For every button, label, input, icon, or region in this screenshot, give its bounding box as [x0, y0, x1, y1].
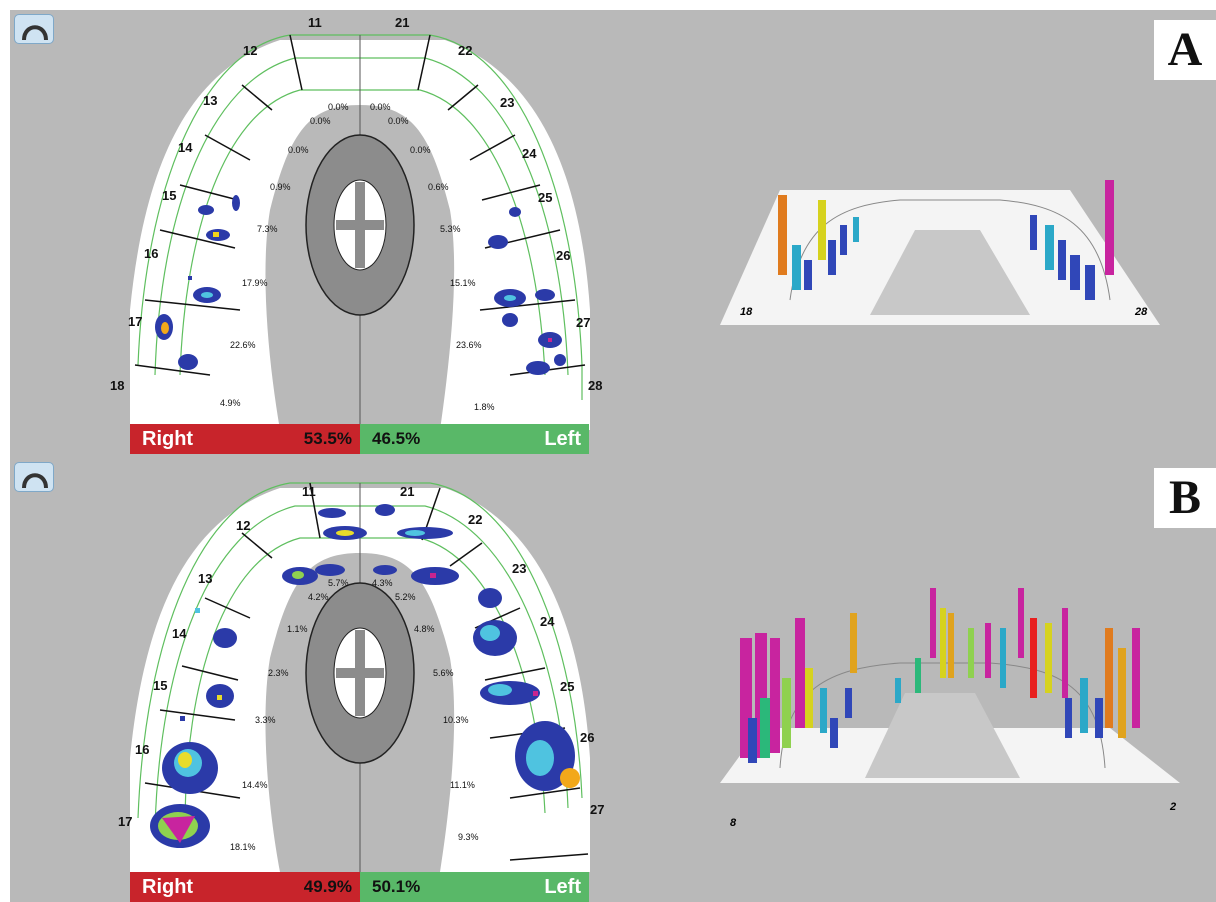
tooth-number: 23 — [500, 95, 514, 110]
tooth-number: 12 — [243, 43, 257, 58]
tooth-number: 23 — [512, 561, 526, 576]
tooth-number: 25 — [538, 190, 552, 205]
contact-percent: 7.3% — [257, 224, 278, 234]
tooth-number: 18 — [110, 378, 124, 393]
tooth-number: 26 — [580, 730, 594, 745]
contact-percent: 0.6% — [428, 182, 449, 192]
panel-letter: A — [1154, 20, 1216, 80]
occlusion-panel-b: B — [10, 458, 1216, 902]
contact-percent: 5.2% — [395, 592, 416, 602]
contact-percent: 0.0% — [310, 116, 331, 126]
contact-percent: 17.9% — [242, 278, 268, 288]
tooth-number: 17 — [128, 314, 142, 329]
tooth-number: 12 — [236, 518, 250, 533]
axis-label: 8 — [730, 817, 737, 828]
tooth-number: 15 — [162, 188, 176, 203]
contact-percent: 23.6% — [456, 340, 482, 350]
arch-3d-view: 8 2 — [720, 588, 1180, 828]
left-percent: 50.1% — [372, 877, 421, 896]
arch-map-2d: 11 12 13 14 15 16 17 18 21 22 23 24 25 2… — [110, 15, 602, 430]
force-bars — [778, 180, 1114, 300]
tooth-number: 16 — [135, 742, 149, 757]
tooth-number: 27 — [590, 802, 604, 817]
tooth-number: 15 — [153, 678, 167, 693]
arch-map-2d: 11 12 13 14 15 16 17 21 22 23 24 25 26 2… — [118, 482, 604, 872]
contact-percent: 0.0% — [388, 116, 409, 126]
arch-view-icon[interactable] — [14, 462, 54, 492]
left-balance-bar: 50.1% Left — [360, 872, 589, 902]
tooth-number: 26 — [556, 248, 570, 263]
axis-label: 2 — [1169, 801, 1176, 813]
contact-percent: 0.0% — [410, 145, 431, 155]
axis-label: 28 — [1134, 306, 1148, 318]
contact-percent: 5.3% — [440, 224, 461, 234]
arch-view-icon[interactable] — [14, 14, 54, 44]
panel-letter: B — [1154, 468, 1216, 528]
contact-percent: 11.1% — [450, 780, 475, 790]
tooth-number: 22 — [468, 512, 482, 527]
axis-label: 18 — [740, 306, 753, 318]
tooth-number: 11 — [308, 15, 322, 30]
tooth-number: 11 — [302, 484, 316, 499]
contact-percent: 18.1% — [230, 842, 256, 852]
contact-spots — [150, 504, 580, 848]
left-percent: 46.5% — [372, 429, 421, 448]
arch-3d-view: 18 28 — [720, 180, 1160, 325]
tooth-number: 21 — [395, 15, 409, 30]
tooth-number: 25 — [560, 679, 574, 694]
left-label: Left — [544, 876, 581, 898]
tooth-number: 16 — [144, 246, 158, 261]
contact-percent: 4.3% — [372, 578, 393, 588]
right-label: Right — [142, 876, 194, 898]
tooth-number: 17 — [118, 814, 132, 829]
tooth-number: 21 — [400, 484, 414, 499]
tooth-number: 27 — [576, 315, 590, 330]
tooth-number: 22 — [458, 43, 472, 58]
contact-percent: 2.3% — [268, 668, 289, 678]
left-balance-bar: 46.5% Left — [360, 424, 589, 454]
contact-percent: 15.1% — [450, 278, 476, 288]
right-percent: 49.9% — [303, 877, 352, 896]
tooth-number: 13 — [203, 93, 217, 108]
contact-spots — [155, 195, 566, 375]
contact-percent: 9.3% — [458, 832, 479, 842]
contact-percent: 5.7% — [328, 578, 349, 588]
contact-percent: 1.8% — [474, 402, 495, 412]
contact-percent: 4.8% — [414, 624, 435, 634]
right-label: Right — [142, 428, 194, 450]
tooth-number: 28 — [588, 378, 602, 393]
contact-percent: 22.6% — [230, 340, 256, 350]
occlusion-panel-a: A — [10, 10, 1216, 458]
contact-percent: 1.1% — [287, 624, 308, 634]
contact-percent: 4.2% — [308, 592, 329, 602]
contact-percent: 0.0% — [370, 102, 391, 112]
right-balance-bar: Right 53.5% — [130, 424, 360, 454]
contact-percent: 10.3% — [443, 715, 469, 725]
contact-percent: 14.4% — [242, 780, 268, 790]
tooth-number: 24 — [540, 614, 555, 629]
contact-percent: 4.9% — [220, 398, 241, 408]
right-percent: 53.5% — [303, 429, 352, 448]
right-balance-bar: Right 49.9% — [130, 872, 360, 902]
tooth-number: 24 — [522, 146, 537, 161]
contact-percent: 5.6% — [433, 668, 454, 678]
contact-percent: 3.3% — [255, 715, 276, 725]
contact-percent: 0.9% — [270, 182, 291, 192]
contact-percent: 0.0% — [288, 145, 309, 155]
tooth-number: 13 — [198, 571, 212, 586]
left-label: Left — [544, 428, 581, 450]
contact-percent: 0.0% — [328, 102, 349, 112]
tooth-number: 14 — [178, 140, 193, 155]
tooth-number: 14 — [172, 626, 187, 641]
force-bars — [740, 588, 1140, 763]
